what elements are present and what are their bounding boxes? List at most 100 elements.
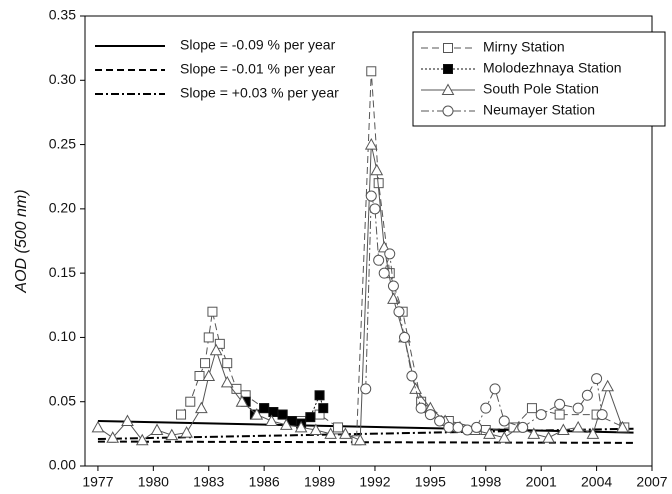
marker bbox=[277, 409, 288, 420]
marker bbox=[452, 421, 464, 433]
marker bbox=[581, 389, 593, 401]
x-tick-label: 1980 bbox=[138, 474, 169, 490]
marker bbox=[259, 403, 270, 414]
x-tick-label: 1989 bbox=[304, 474, 335, 490]
marker bbox=[384, 248, 396, 260]
marker bbox=[207, 306, 218, 317]
marker bbox=[601, 379, 615, 392]
marker bbox=[222, 358, 233, 369]
marker bbox=[203, 332, 214, 343]
marker bbox=[471, 421, 483, 433]
marker bbox=[305, 412, 316, 423]
marker bbox=[235, 395, 249, 407]
x-tick-label: 2004 bbox=[581, 474, 612, 490]
y-tick-label: 0.05 bbox=[49, 392, 76, 408]
marker bbox=[185, 396, 196, 407]
legend-label: Neumayer Station bbox=[483, 102, 595, 118]
marker bbox=[591, 373, 603, 385]
marker bbox=[176, 409, 187, 420]
trend-line bbox=[97, 427, 634, 440]
legend-label: Slope = -0.01 % per year bbox=[180, 61, 336, 77]
legend-label: Mirny Station bbox=[483, 39, 565, 55]
marker bbox=[483, 427, 496, 439]
x-tick-label: 1992 bbox=[359, 474, 390, 490]
marker bbox=[434, 415, 446, 427]
marker bbox=[542, 431, 555, 443]
x-tick-label: 1995 bbox=[415, 474, 446, 490]
x-tick-label: 1986 bbox=[249, 474, 280, 490]
marker bbox=[406, 370, 418, 382]
marker bbox=[497, 431, 511, 443]
marker bbox=[318, 403, 329, 414]
marker bbox=[517, 421, 529, 433]
marker bbox=[571, 420, 585, 433]
marker bbox=[209, 343, 223, 356]
plot-frame bbox=[84, 15, 653, 467]
marker bbox=[399, 331, 411, 343]
marker bbox=[360, 383, 372, 395]
marker bbox=[443, 421, 455, 433]
marker bbox=[373, 254, 385, 266]
marker bbox=[378, 267, 390, 279]
marker bbox=[498, 415, 510, 427]
marker bbox=[353, 433, 367, 446]
marker bbox=[180, 426, 193, 438]
marker bbox=[364, 138, 378, 150]
marker bbox=[220, 375, 234, 388]
y-tick-label: 0.30 bbox=[49, 71, 76, 87]
x-tick-label: 2007 bbox=[636, 474, 667, 490]
marker bbox=[265, 414, 278, 426]
marker bbox=[572, 402, 584, 414]
x-tick-label: 2001 bbox=[526, 474, 557, 490]
marker bbox=[527, 427, 541, 439]
marker bbox=[409, 382, 422, 394]
marker bbox=[214, 338, 225, 349]
marker bbox=[535, 409, 547, 421]
x-tick-label: 1977 bbox=[82, 474, 113, 490]
marker bbox=[442, 105, 454, 117]
marker bbox=[150, 423, 164, 435]
marker bbox=[106, 431, 120, 443]
marker bbox=[370, 163, 384, 176]
marker bbox=[554, 398, 566, 410]
marker bbox=[554, 409, 565, 420]
marker bbox=[366, 66, 377, 77]
marker bbox=[314, 390, 325, 401]
marker bbox=[268, 407, 279, 417]
x-tick-label: 1998 bbox=[470, 474, 501, 490]
marker bbox=[461, 424, 473, 436]
marker bbox=[616, 420, 629, 433]
marker bbox=[324, 427, 337, 439]
marker bbox=[250, 408, 264, 420]
y-tick-label: 0.10 bbox=[49, 328, 76, 344]
y-tick-label: 0.35 bbox=[49, 7, 76, 23]
marker bbox=[557, 423, 570, 435]
marker bbox=[135, 433, 149, 446]
marker bbox=[443, 64, 453, 74]
marker bbox=[339, 427, 352, 439]
marker bbox=[91, 420, 105, 433]
series-line bbox=[97, 144, 623, 442]
y-tick-label: 0.20 bbox=[49, 200, 76, 216]
marker bbox=[489, 383, 501, 395]
y-axis-label: AOD (500 nm) bbox=[13, 189, 30, 293]
series-line bbox=[180, 71, 625, 442]
marker bbox=[365, 190, 377, 202]
marker bbox=[195, 401, 208, 414]
marker bbox=[194, 371, 205, 381]
y-tick-label: 0.00 bbox=[49, 457, 76, 473]
trend-line bbox=[97, 420, 634, 434]
legend-label: South Pole Station bbox=[483, 81, 599, 97]
x-tick-label: 1983 bbox=[193, 474, 224, 490]
legend-label: Slope = +0.03 % per year bbox=[180, 85, 339, 101]
marker bbox=[526, 403, 537, 414]
marker bbox=[443, 43, 453, 53]
marker bbox=[596, 409, 608, 421]
marker bbox=[200, 358, 211, 369]
marker bbox=[165, 428, 179, 441]
marker bbox=[387, 280, 399, 292]
marker bbox=[231, 383, 242, 394]
marker bbox=[294, 420, 308, 433]
series bbox=[91, 138, 629, 446]
